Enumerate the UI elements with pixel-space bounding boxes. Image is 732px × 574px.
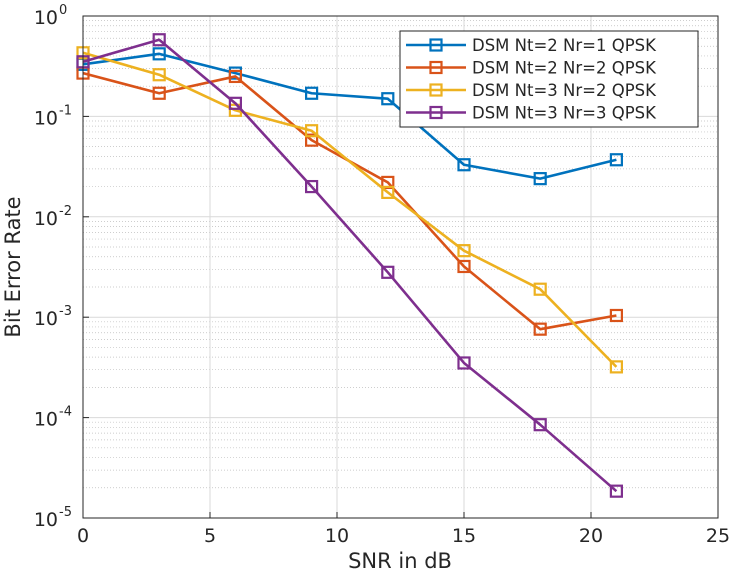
y-axis-label: Bit Error Rate	[1, 196, 25, 337]
legend-marker	[429, 60, 443, 75]
data-point	[457, 356, 471, 370]
x-tick-label: 5	[204, 525, 216, 547]
legend-item: DSM Nt=3 Nr=2 QPSK	[406, 81, 657, 100]
series-line	[82, 52, 617, 180]
data-point	[305, 86, 319, 100]
data-point	[533, 322, 547, 336]
x-axis-label: SNR in dB	[348, 549, 452, 573]
legend-item: DSM Nt=3 Nr=3 QPSK	[406, 104, 657, 123]
data-point	[152, 33, 166, 47]
data-point	[305, 124, 319, 138]
y-tick-exponent: -1	[59, 103, 72, 118]
data-point	[152, 68, 166, 82]
y-tick-exponent: 0	[59, 3, 67, 18]
series-layer	[76, 33, 624, 498]
data-point	[609, 484, 624, 498]
legend-marker	[429, 38, 443, 52]
x-tick-label: 10	[325, 525, 349, 547]
legend-marker	[429, 83, 443, 97]
legend-label: DSM Nt=3 Nr=3 QPSK	[472, 104, 657, 123]
x-tick-label: 25	[706, 525, 730, 547]
x-tick-label: 15	[452, 525, 476, 547]
data-point	[152, 86, 166, 100]
data-point	[457, 244, 471, 258]
data-point	[305, 179, 319, 194]
plot-frame	[82, 15, 719, 519]
legend-item: DSM Nt=2 Nr=1 QPSK	[406, 36, 657, 55]
data-point	[533, 418, 547, 432]
data-point	[381, 92, 395, 106]
data-point	[609, 360, 624, 374]
legend-label: DSM Nt=2 Nr=2 QPSK	[472, 59, 657, 78]
y-tick-label: 10	[34, 208, 58, 230]
series-line	[82, 51, 618, 368]
x-tick-label: 0	[77, 525, 89, 547]
series-4	[76, 33, 624, 498]
data-point	[609, 153, 624, 167]
y-tick-label: 10	[34, 107, 58, 129]
data-point	[533, 282, 547, 296]
data-point	[381, 265, 395, 279]
x-ticks: 0 5 10 15 20 25	[77, 512, 730, 547]
data-point	[228, 96, 242, 110]
data-point	[457, 259, 471, 274]
data-point	[305, 133, 319, 147]
y-tick-label: 10	[34, 409, 58, 431]
x-tick-label: 20	[579, 525, 603, 547]
y-tick-exponent: -2	[59, 204, 72, 219]
legend-box	[399, 30, 699, 128]
legend-item: DSM Nt=2 Nr=2 QPSK	[406, 59, 657, 78]
y-tick-exponent: -3	[59, 304, 72, 319]
legend-label: DSM Nt=2 Nr=1 QPSK	[472, 36, 657, 55]
y-tick-exponent: -4	[59, 405, 72, 420]
legend-label: DSM Nt=3 Nr=2 QPSK	[472, 81, 657, 100]
y-tick-label: 10	[34, 509, 58, 531]
data-point	[152, 47, 166, 61]
legend-marker	[429, 105, 443, 120]
y-tick-label: 10	[34, 308, 58, 330]
data-point	[533, 172, 547, 186]
data-point	[457, 158, 471, 172]
y-tick-label: 10	[34, 7, 58, 29]
data-point	[228, 69, 242, 84]
data-point	[609, 308, 624, 323]
data-point	[381, 185, 395, 199]
series-line	[82, 38, 618, 493]
legend: DSM Nt=2 Nr=1 QPSK DSM Nt=2 Nr=2 QPSK DSM …	[399, 30, 699, 128]
y-tick-exponent: -5	[59, 505, 72, 520]
